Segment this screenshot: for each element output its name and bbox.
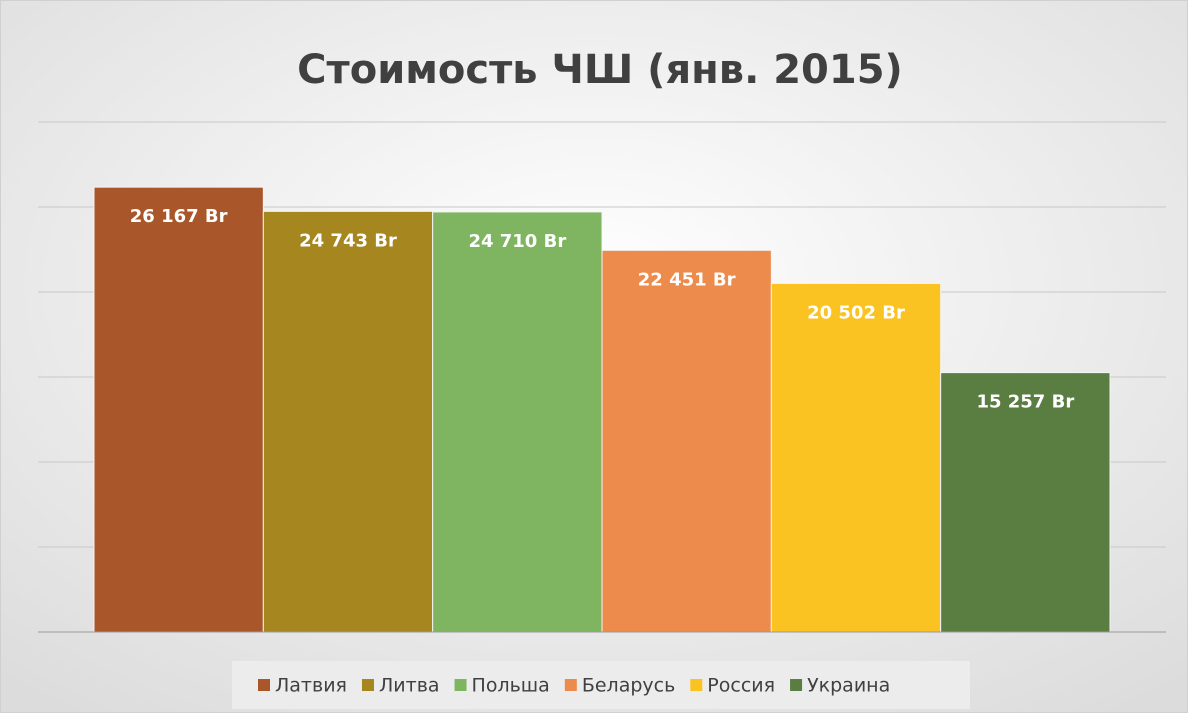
bar	[262, 210, 434, 633]
legend-box	[232, 661, 970, 709]
legend-swatch	[258, 679, 270, 691]
data-label: 20 502 Br	[807, 302, 905, 323]
legend-label: Латвия	[275, 675, 347, 697]
data-label: 24 710 Br	[468, 231, 566, 252]
data-label: 22 451 Br	[638, 269, 736, 290]
chart-title: Стоимость ЧШ (янв. 2015)	[297, 47, 903, 93]
legend-label: Польша	[472, 675, 550, 697]
legend-swatch	[790, 679, 803, 691]
data-label: 15 257 Br	[976, 392, 1074, 413]
legend-label: Беларусь	[582, 675, 675, 697]
legend-swatch	[690, 679, 703, 691]
bar	[601, 249, 772, 633]
legend-label: Россия	[707, 675, 775, 697]
bar	[432, 211, 603, 633]
legend-swatch	[361, 679, 374, 691]
legend-swatch	[564, 679, 577, 691]
data-label: 24 743 Br	[299, 230, 397, 251]
bar	[93, 186, 264, 633]
legend-label: Литва	[379, 675, 440, 697]
legend-swatch	[454, 679, 467, 691]
legend-label: Украина	[807, 675, 890, 697]
bar	[770, 282, 942, 633]
data-label: 26 167 Br	[130, 206, 228, 227]
bar	[940, 372, 1111, 633]
